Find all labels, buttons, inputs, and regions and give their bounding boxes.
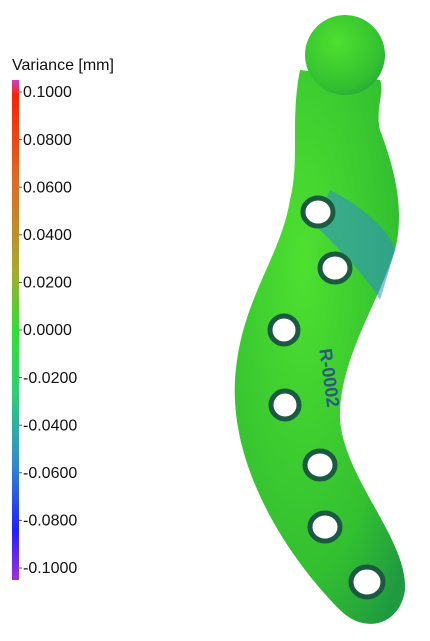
tick-label: 0.0200 bbox=[23, 275, 72, 292]
colorbar bbox=[12, 80, 19, 580]
tick-label: -0.0800 bbox=[23, 513, 77, 530]
page: R-0002 Variance [mm] 0.1000 0.0800 0.0600 0… bbox=[0, 0, 430, 641]
tick-label: -0.0200 bbox=[23, 370, 77, 387]
tick-label: -0.1000 bbox=[23, 560, 77, 577]
tick-label: -0.0400 bbox=[23, 417, 77, 434]
part-model: R-0002 bbox=[235, 15, 405, 624]
colorbar-title: Variance [mm] bbox=[12, 57, 114, 74]
tick-label: -0.0600 bbox=[23, 465, 77, 482]
tick-label: 0.0400 bbox=[23, 227, 72, 244]
tick-label: 0.0000 bbox=[23, 322, 72, 339]
tick-label: 0.1000 bbox=[23, 84, 72, 101]
plate-head bbox=[305, 15, 385, 95]
tick-label: 0.0600 bbox=[23, 179, 72, 196]
tick-label: 0.0800 bbox=[23, 132, 72, 149]
